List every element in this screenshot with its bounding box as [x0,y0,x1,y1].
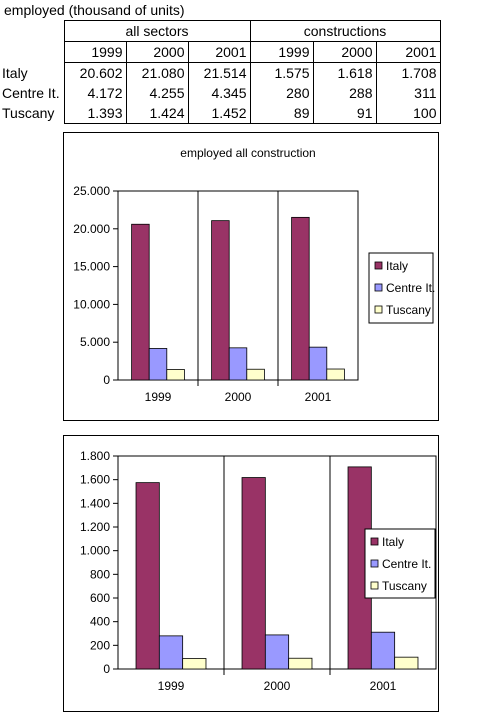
bar-centre-it [308,346,328,381]
bar-italy [135,482,160,670]
bar-centre-it [264,634,290,670]
year-header: 2001 [187,41,250,63]
legend-swatch [374,261,383,270]
y-tick-label: 15.000 [73,260,110,274]
x-tick-label: 1999 [145,390,172,404]
y-tick-label: 1.200 [80,520,110,534]
table-cell: 288 [312,83,376,103]
employment-table: all sectors constructions 1999 2000 2001… [0,20,441,124]
table-cell: 21.080 [125,62,188,83]
bar-centre-it [158,635,184,670]
x-tick-label: 1999 [158,679,185,693]
bar-italy [131,223,150,381]
legend-label: Centre It. [386,281,435,295]
table-cell: 1.575 [249,62,313,83]
y-tick-label: 200 [90,638,110,652]
legend-swatch [374,305,383,314]
legend-swatch [370,581,379,590]
row-label: Italy [2,64,28,81]
bar-italy [241,477,266,670]
year-header: 1999 [63,41,126,63]
chart-all-sectors: employed all construction 0 5.000 10.000 15.… [63,132,439,421]
legend-label: Tuscany [382,579,427,593]
legend-label: Italy [386,259,408,273]
legend-label: Centre It. [382,557,431,571]
table-cell: 1.708 [375,62,441,83]
table-cell: 1.618 [312,62,376,83]
table-year-header-row: 1999 2000 2001 1999 2000 2001 [0,41,441,63]
y-tick-label: 1.000 [80,544,110,558]
y-tick-label: 10.000 [73,297,110,311]
table-cell: 4.172 [63,83,126,103]
y-tick-label: 1.800 [80,449,110,463]
y-tick-label: 0 [103,662,110,676]
year-header: 1999 [249,41,313,63]
chart-constructions-svg: 0 200 400 600 800 1.000 1.200 1.400 1.600 1.800 19… [80,449,437,693]
table-cell: 21.514 [187,62,250,83]
x-tick-label: 2000 [225,390,252,404]
table-caption: employed (thousand of units) [4,2,185,18]
bar-tuscany [246,368,265,381]
row-label: Tuscany [2,105,55,122]
year-header: 2000 [125,41,188,63]
x-tick-label: 2000 [264,679,291,693]
chart-title: employed all construction [180,146,315,160]
header-all-sectors: all sectors [63,20,250,42]
table-corner [0,42,64,63]
year-header: 2001 [375,41,441,63]
y-tick-label: 400 [90,615,110,629]
header-constructions: constructions [249,20,441,42]
legend-swatch [370,537,379,546]
legend-swatch [370,559,379,568]
legend-label: Tuscany [386,303,431,317]
bar-tuscany [166,369,185,381]
table-cell: 311 [375,83,441,103]
table-cell: 1.393 [63,103,126,124]
year-header: 2000 [312,41,376,63]
y-tick-label: 1.400 [80,496,110,510]
table-group-header-row: all sectors constructions [0,20,441,42]
y-tick-label: 20.000 [73,222,110,236]
chart-constructions: 0 200 400 600 800 1.000 1.200 1.400 1.600 1.800 19… [63,435,439,712]
y-tick-label: 800 [90,567,110,581]
row-label: Centre It. [2,85,60,101]
table-cell: 4.345 [187,83,250,103]
table-cell: 1.452 [187,103,250,124]
bar-tuscany [394,656,419,670]
y-tick-label: 25.000 [73,184,110,198]
y-tick-label: 5.000 [80,335,110,349]
table-cell: 100 [375,103,441,124]
table-row: Centre It. 4.172 4.255 4.345 280 288 311 [0,83,441,103]
table-cell: 20.602 [63,62,126,83]
legend-swatch [374,283,383,292]
table-cell: 1.424 [125,103,188,124]
legend-label: Italy [382,535,404,549]
table-cell: 280 [249,83,313,103]
table-cell: 89 [249,103,313,124]
bar-tuscany [288,657,313,670]
table-cell: 4.255 [125,83,188,103]
bar-centre-it [228,347,248,381]
x-tick-label: 2001 [370,679,397,693]
table-corner [0,21,64,42]
y-tick-label: 600 [90,591,110,605]
y-tick-label: 1.600 [80,473,110,487]
bar-tuscany [182,658,207,670]
bar-centre-it [148,348,168,381]
table-row: Italy 20.602 21.080 21.514 1.575 1.618 1… [0,62,441,83]
y-tick-label: 0 [103,373,110,387]
chart-all-sectors-svg: employed all construction 0 5.000 10.000 15.… [73,146,435,404]
table-cell: 91 [312,103,376,124]
table-row: Tuscany 1.393 1.424 1.452 89 91 100 [0,103,441,124]
bar-italy [291,216,310,381]
bar-italy [211,220,230,381]
bar-centre-it [370,631,396,670]
bar-tuscany [326,368,345,381]
x-tick-label: 2001 [305,390,332,404]
